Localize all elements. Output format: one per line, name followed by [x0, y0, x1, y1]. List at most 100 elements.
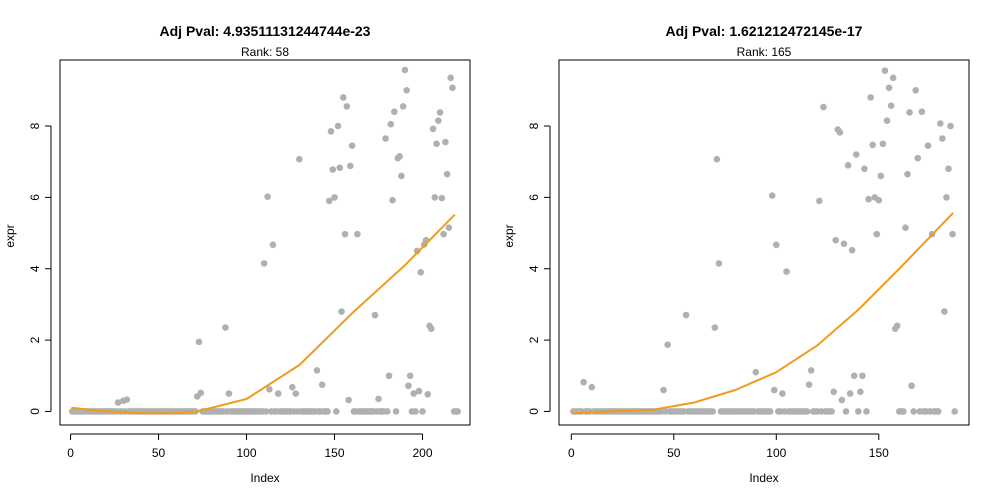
right-y-axis-label: expr — [502, 224, 516, 247]
right-data-point — [941, 308, 948, 315]
left-data-point — [382, 135, 389, 142]
left-data-point — [447, 74, 454, 82]
right-data-point — [711, 324, 719, 331]
right-x-tick-label: 0 — [568, 446, 575, 460]
right-data-point — [914, 154, 922, 162]
left-data-point — [331, 194, 338, 201]
right-data-point — [885, 84, 893, 92]
right-data-point — [881, 67, 889, 75]
right-y-tick-label: 8 — [527, 122, 541, 129]
left-data-point — [313, 367, 321, 374]
right-y-tick-label: 6 — [527, 194, 541, 201]
right-data-point — [580, 378, 587, 386]
left-data-point — [347, 162, 354, 170]
left-data-point — [332, 408, 340, 415]
left-data-point — [123, 396, 131, 403]
right-data-point — [900, 408, 907, 415]
left-data-point — [264, 193, 271, 200]
right-data-point — [873, 230, 881, 238]
left-data-point — [383, 408, 391, 415]
right-x-axis-label: Index — [749, 471, 778, 485]
right-data-point — [918, 108, 926, 116]
left-data-point — [405, 382, 412, 390]
right-data-point — [803, 408, 811, 415]
left-data-point — [260, 260, 268, 267]
left-y-tick-label: 2 — [28, 336, 42, 343]
left-data-point — [334, 122, 342, 130]
right-data-point — [865, 195, 872, 203]
right-data-point — [828, 408, 835, 415]
left-data-point — [269, 241, 277, 249]
right-data-point — [951, 408, 958, 415]
right-data-point — [924, 142, 932, 149]
right-data-point — [844, 161, 852, 169]
left-data-point — [433, 140, 440, 148]
right-data-point — [908, 382, 915, 390]
left-data-point — [438, 194, 446, 202]
left-data-point — [401, 66, 409, 74]
right-data-point — [768, 192, 776, 199]
left-data-point — [343, 103, 351, 110]
left-plot-panel: Adj Pval: 4.93511131244744e-23 Rank: 58 … — [3, 23, 471, 485]
right-plot-subtitle: Rank: 165 — [737, 45, 792, 59]
right-data-point — [832, 236, 840, 244]
right-plot-frame — [558, 59, 970, 426]
right-x-tick-label: 150 — [869, 446, 889, 460]
left-data-point — [296, 155, 303, 163]
right-x-tick-label: 100 — [766, 446, 786, 460]
right-data-point — [848, 246, 856, 254]
right-data-point — [869, 141, 876, 149]
left-data-point — [419, 408, 426, 415]
right-data-point — [906, 109, 913, 116]
right-data-point — [947, 122, 954, 130]
left-data-point — [415, 387, 423, 395]
right-data-point — [779, 390, 786, 397]
left-data-point — [454, 408, 461, 415]
left-y-tick-label: 4 — [28, 265, 42, 272]
left-data-point — [375, 395, 382, 403]
left-data-point — [336, 164, 344, 172]
left-data-point — [338, 308, 345, 315]
right-plot-title: Adj Pval: 1.621212472145e-17 — [666, 23, 863, 39]
left-data-point — [399, 103, 407, 110]
right-x-axis: 0 50 100 150 — [568, 433, 889, 460]
left-x-tick-label: 100 — [237, 446, 257, 460]
right-data-point — [805, 381, 813, 388]
left-data-point — [262, 408, 270, 415]
right-data-point — [912, 87, 919, 94]
right-data-point — [842, 408, 850, 415]
right-data-point — [715, 260, 723, 267]
left-data-point — [443, 170, 451, 178]
right-data-point — [883, 117, 891, 124]
right-x-tick-label: 50 — [667, 446, 681, 460]
right-data-point — [838, 396, 846, 404]
right-data-point — [807, 367, 815, 374]
right-data-point — [867, 94, 874, 101]
right-data-point — [943, 194, 950, 201]
left-points — [69, 66, 461, 415]
left-x-tick-label: 0 — [67, 446, 74, 460]
right-data-point — [937, 120, 944, 127]
right-data-point — [852, 151, 860, 158]
left-data-point — [385, 372, 393, 380]
right-data-point — [910, 408, 917, 415]
left-data-point — [266, 386, 273, 393]
right-data-point — [893, 322, 901, 330]
right-data-point — [846, 390, 854, 397]
right-data-point — [752, 368, 760, 376]
right-data-point — [875, 196, 883, 204]
left-data-point — [345, 396, 352, 404]
right-data-point — [820, 103, 827, 111]
right-data-point — [949, 230, 956, 238]
left-data-point — [114, 399, 122, 406]
right-data-point — [588, 383, 596, 391]
left-data-point — [427, 325, 435, 332]
right-data-point — [766, 408, 774, 415]
right-data-point — [855, 408, 862, 415]
right-data-point — [857, 388, 864, 396]
left-y-axis-label: expr — [3, 224, 17, 247]
right-data-point — [830, 388, 837, 396]
right-data-point — [682, 311, 690, 319]
left-data-point — [325, 197, 333, 205]
